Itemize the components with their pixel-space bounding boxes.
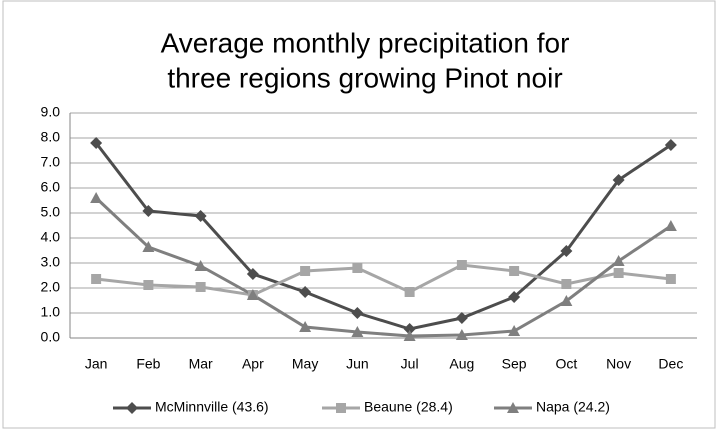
y-tick-label: 2.0: [41, 279, 61, 295]
legend-label: Beaune (28.4): [364, 399, 453, 415]
y-tick-label: 8.0: [41, 129, 61, 145]
marker: [351, 326, 364, 337]
marker: [300, 266, 311, 276]
marker: [143, 280, 154, 290]
marker: [509, 266, 520, 276]
y-tick-label: 1.0: [41, 304, 61, 320]
chart-title: Average monthly precipitation for: [161, 27, 570, 58]
x-tick-label: Mar: [189, 356, 213, 372]
marker: [299, 321, 312, 332]
x-tick-label: Jul: [401, 356, 419, 372]
marker: [194, 260, 207, 271]
x-tick-label: May: [292, 356, 318, 372]
series-line: [95, 196, 672, 338]
marker: [351, 307, 364, 319]
y-tick-label: 5.0: [41, 204, 61, 220]
marker: [455, 329, 468, 340]
marker: [404, 287, 415, 297]
marker: [455, 312, 468, 324]
x-tick-label: Sep: [502, 356, 527, 372]
marker: [664, 139, 677, 151]
y-tick-label: 6.0: [41, 179, 61, 195]
legend-marker: [126, 402, 138, 414]
marker: [90, 137, 103, 149]
legend-label: Napa (24.2): [536, 399, 610, 415]
marker: [91, 274, 102, 284]
x-tick-label: Jun: [346, 356, 369, 372]
legend-label: McMinnville (43.6): [155, 399, 269, 415]
marker: [508, 325, 521, 336]
series-line: [94, 142, 672, 331]
y-tick-label: 3.0: [41, 254, 61, 270]
marker: [194, 210, 207, 222]
marker: [612, 174, 625, 186]
x-tick-label: Oct: [555, 356, 577, 372]
marker: [508, 291, 521, 303]
x-tick-label: Jan: [85, 356, 108, 372]
marker: [664, 220, 677, 231]
y-tick-label: 4.0: [41, 229, 61, 245]
series-line: [95, 263, 672, 297]
marker: [665, 274, 676, 284]
y-tick-label: 9.0: [41, 104, 61, 120]
x-tick-label: Aug: [449, 356, 474, 372]
marker: [560, 295, 573, 306]
marker: [246, 289, 259, 300]
marker: [90, 192, 103, 203]
marker: [561, 279, 572, 289]
marker: [195, 282, 206, 292]
legend-marker: [336, 403, 346, 413]
x-tick-label: Dec: [658, 356, 683, 372]
marker: [142, 241, 155, 252]
legend-marker: [507, 402, 519, 413]
marker: [560, 245, 573, 257]
y-tick-label: 0.0: [41, 329, 61, 345]
marker: [612, 255, 625, 266]
marker: [403, 323, 416, 335]
x-tick-label: Apr: [242, 356, 264, 372]
chart-title: three regions growing Pinot noir: [167, 62, 562, 93]
marker: [299, 286, 312, 298]
marker: [352, 263, 363, 273]
marker: [613, 268, 624, 278]
x-tick-label: Nov: [606, 356, 631, 372]
x-tick-label: Feb: [136, 356, 160, 372]
marker: [246, 268, 259, 280]
marker: [142, 205, 155, 217]
marker: [456, 260, 467, 270]
y-tick-label: 7.0: [41, 154, 61, 170]
